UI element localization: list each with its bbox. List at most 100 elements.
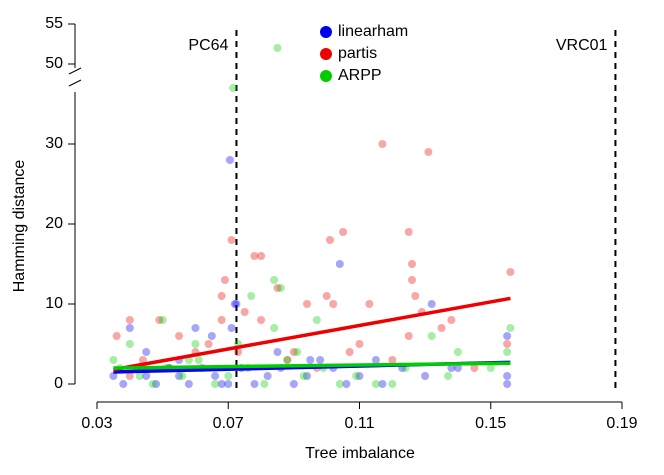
point (273, 284, 282, 292)
point (191, 340, 200, 348)
point (503, 340, 512, 348)
point (273, 44, 282, 52)
trend-line (113, 361, 511, 370)
y-axis-label: Hamming distance (11, 160, 28, 293)
point (378, 140, 387, 148)
point (125, 316, 134, 324)
point (207, 332, 216, 340)
point (421, 372, 430, 380)
point (470, 364, 479, 372)
point (352, 372, 361, 380)
point (486, 364, 495, 372)
point (293, 348, 302, 356)
point (217, 380, 226, 388)
point (184, 380, 193, 388)
point (263, 372, 272, 380)
point (325, 236, 334, 244)
axis-break (68, 67, 82, 75)
point (303, 372, 311, 380)
point (506, 324, 515, 332)
point (303, 300, 311, 308)
point (211, 380, 220, 388)
point (345, 348, 354, 356)
point (408, 276, 416, 284)
point (234, 348, 243, 356)
point (135, 372, 144, 380)
point (232, 300, 241, 308)
point (447, 316, 456, 324)
point (503, 380, 512, 388)
point (437, 324, 446, 332)
point (503, 348, 512, 356)
point (283, 356, 292, 364)
y-tick-label: 0 (54, 375, 63, 392)
point (109, 372, 118, 380)
y-tick-label: 55 (45, 15, 63, 32)
point (506, 268, 515, 276)
point (427, 332, 436, 340)
point (247, 292, 256, 300)
point (217, 316, 226, 324)
point (191, 324, 200, 332)
point (283, 356, 292, 364)
axis-break (68, 79, 82, 87)
point (175, 332, 184, 340)
point (388, 356, 397, 364)
point (211, 372, 220, 380)
point (175, 372, 184, 380)
point (204, 340, 213, 348)
point (119, 380, 128, 388)
point (371, 356, 380, 364)
point (503, 332, 512, 340)
point (342, 380, 351, 388)
point (270, 276, 279, 284)
point (378, 380, 387, 388)
point (339, 228, 348, 236)
point (240, 308, 249, 316)
point (230, 300, 239, 308)
y-tick-label: 50 (45, 55, 63, 72)
legend-label: partis (338, 45, 377, 62)
legend-marker (320, 70, 332, 82)
point (138, 356, 147, 364)
point (447, 364, 456, 372)
x-tick-label: 0.03 (81, 415, 112, 432)
y-tick-label: 10 (45, 295, 63, 312)
point (355, 372, 364, 380)
point (444, 372, 453, 380)
point (158, 316, 167, 324)
point (224, 372, 233, 380)
point (155, 316, 164, 324)
point (270, 324, 279, 332)
point (312, 316, 321, 324)
point (503, 372, 512, 380)
point (227, 236, 236, 244)
point (148, 380, 157, 388)
point (408, 260, 416, 268)
point (250, 252, 259, 260)
point (316, 356, 325, 364)
point (225, 156, 234, 164)
point (453, 364, 462, 372)
point (371, 380, 380, 388)
y-tick-label: 30 (45, 135, 63, 152)
legend-marker (320, 48, 332, 60)
point (178, 372, 187, 380)
point (109, 356, 118, 364)
point (257, 316, 266, 324)
x-tick-label: 0.15 (475, 415, 506, 432)
point (388, 380, 397, 388)
point (355, 340, 364, 348)
point (217, 292, 226, 300)
point (427, 300, 436, 308)
point (227, 324, 236, 332)
point (411, 292, 420, 300)
x-tick-label: 0.11 (345, 415, 375, 432)
point (299, 372, 308, 380)
x-tick-label: 0.19 (606, 415, 637, 432)
point (289, 380, 298, 388)
point (322, 292, 331, 300)
point (125, 324, 134, 332)
point (257, 252, 266, 260)
